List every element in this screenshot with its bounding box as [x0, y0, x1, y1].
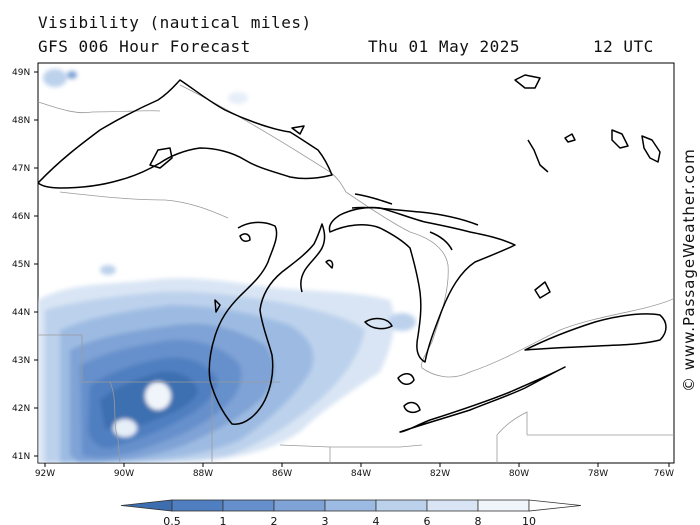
lat-label: 48N: [12, 116, 30, 126]
colorbar-label: 10: [522, 515, 536, 525]
visibility-field: [38, 69, 416, 463]
lon-label: 84W: [351, 469, 371, 479]
colorbar-labels: 0.5 1 2 3 4 6 8 10: [163, 515, 536, 525]
lake-michigan-outline: [208, 221, 326, 425]
lon-label: 88W: [193, 469, 213, 479]
lat-label: 46N: [12, 212, 30, 222]
lake-ontario-outline: [524, 313, 667, 351]
lon-label: 80W: [509, 469, 529, 479]
political-boundaries: [38, 84, 674, 463]
forecast-model: GFS 006 Hour Forecast: [38, 37, 251, 56]
colorbar-label: 3: [322, 515, 329, 525]
credit-watermark: © www.PassageWeather.com: [680, 148, 698, 392]
lat-label: 41N: [12, 452, 30, 462]
lat-label: 43N: [12, 356, 30, 366]
lon-label: 78W: [588, 469, 608, 479]
lake-superior-outline: [38, 79, 333, 189]
colorbar-segment: [171, 499, 224, 512]
colorbar-segment: [426, 499, 479, 512]
colorbar-label: 6: [424, 515, 431, 525]
lat-label: 45N: [12, 260, 30, 270]
lat-label: 44N: [12, 308, 30, 318]
lon-label: 92W: [35, 469, 55, 479]
colorbar-label: 4: [373, 515, 380, 525]
colorbar-label: 0.5: [163, 515, 181, 525]
colorbar-arrow-low: [120, 499, 173, 512]
colorbar-label: 2: [271, 515, 278, 525]
map-title: Visibility (nautical miles): [38, 13, 312, 32]
lon-label: 90W: [114, 469, 134, 479]
colorbar-segment: [222, 499, 275, 512]
lake-erie-outline: [399, 366, 566, 433]
colorbar-segment: [477, 499, 530, 512]
colorbar-arrow-high: [528, 499, 582, 512]
colorbar-label: 8: [475, 515, 482, 525]
latitude-labels: 49N 48N 47N 46N 45N 44N 43N 42N 41N: [12, 68, 30, 462]
colorbar-label: 1: [220, 515, 227, 525]
lat-label: 49N: [12, 68, 30, 78]
colorbar-segment: [273, 499, 326, 512]
colorbar-segment: [375, 499, 428, 512]
colorbar-segment: [324, 499, 377, 512]
visibility-colorbar: [120, 499, 582, 512]
lake-shorelines: [38, 74, 667, 433]
lat-label: 47N: [12, 164, 30, 174]
forecast-date: Thu 01 May 2025: [368, 37, 520, 56]
forecast-time: 12 UTC: [593, 37, 654, 56]
lon-label: 86W: [272, 469, 292, 479]
lon-label: 76W: [654, 469, 674, 479]
lon-label: 82W: [430, 469, 450, 479]
longitude-labels: 92W 90W 88W 86W 84W 82W 80W 78W 76W: [35, 469, 674, 479]
lat-label: 42N: [12, 404, 30, 414]
